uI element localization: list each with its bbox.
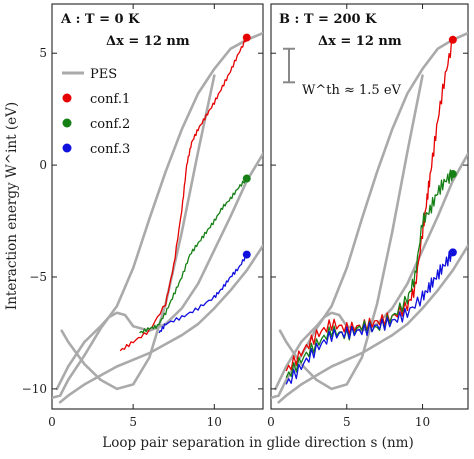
conf1-end-marker-panel-a bbox=[242, 33, 251, 42]
conf3-end-marker-panel-b bbox=[448, 248, 457, 257]
conf3-trajectory-panel-a bbox=[158, 254, 248, 334]
x-tick-label-2-panel-a: 10 bbox=[207, 415, 222, 429]
legend-label-conf3: conf.3 bbox=[90, 142, 130, 157]
x-axis-label: Loop pair separation in glide direction … bbox=[102, 435, 413, 451]
conf2-trajectory-panel-a bbox=[139, 177, 248, 334]
conf2-trajectory-panel-b bbox=[285, 169, 454, 378]
conf2-end-marker-panel-b bbox=[448, 170, 457, 179]
y-axis-label: Interaction energy W^int (eV) bbox=[4, 102, 20, 310]
legend-label-conf2: conf.2 bbox=[90, 117, 130, 132]
panel-a-plot-area bbox=[52, 31, 263, 404]
y-tick-label-2: −5 bbox=[29, 270, 47, 284]
pes-curve-4-panel-a bbox=[60, 74, 216, 391]
panel-b: B : T = 200 K Δx = 12 nm W^th ≈ 1.5 eV 0… bbox=[267, 3, 469, 429]
panel-a: A : T = 0 K Δx = 12 nm 0 5 10 5 0 −5 −10 bbox=[22, 3, 264, 429]
panel-b-frame bbox=[270, 3, 469, 410]
y-tick-label-3: −10 bbox=[22, 382, 47, 396]
conf3-end-marker-panel-a bbox=[242, 250, 251, 259]
pes-curve-1-panel-a bbox=[52, 31, 263, 400]
legend-swatch-conf2 bbox=[62, 118, 72, 128]
threshold-bar bbox=[283, 47, 295, 84]
x-tick-label-1-panel-b: 5 bbox=[343, 415, 351, 429]
panel-b-plot-area bbox=[271, 31, 468, 404]
conf1-trajectory-panel-b bbox=[285, 38, 453, 372]
panel-a-frame bbox=[51, 3, 264, 410]
legend: PES conf.1 conf.2 conf.3 bbox=[62, 67, 130, 157]
conf2-end-marker-panel-a bbox=[242, 174, 251, 183]
x-tick-label-2-panel-b: 10 bbox=[415, 415, 430, 429]
panel-b-title: B : T = 200 K bbox=[279, 12, 377, 27]
conf1-trajectory-panel-a bbox=[119, 37, 248, 352]
panel-a-title: A : T = 0 K bbox=[60, 12, 140, 27]
panel-b-subtitle: Δx = 12 nm bbox=[318, 34, 402, 49]
pes-curve-3-panel-a bbox=[58, 244, 263, 404]
pes-curve-1-panel-b bbox=[271, 31, 468, 400]
y-tick-label-0: 5 bbox=[39, 46, 47, 60]
threshold-label: W^th ≈ 1.5 eV bbox=[302, 83, 402, 98]
legend-label-conf1: conf.1 bbox=[90, 92, 130, 107]
x-tick-label-0-panel-a: 0 bbox=[48, 415, 56, 429]
x-tick-label-0-panel-b: 0 bbox=[267, 415, 275, 429]
legend-swatch-conf3 bbox=[62, 143, 72, 153]
panel-a-subtitle: Δx = 12 nm bbox=[106, 34, 190, 49]
x-tick-label-1-panel-a: 5 bbox=[129, 415, 137, 429]
pes-curve-2-panel-a bbox=[55, 152, 263, 391]
pes-curve-3-panel-b bbox=[277, 244, 468, 404]
pes-curve-2-panel-b bbox=[274, 152, 468, 391]
conf3-trajectory-panel-b bbox=[285, 250, 454, 385]
conf1-end-marker-panel-b bbox=[448, 35, 457, 44]
legend-label-pes: PES bbox=[90, 67, 117, 82]
pes-curve-4-panel-b bbox=[278, 74, 424, 391]
legend-swatch-conf1 bbox=[62, 93, 72, 103]
y-tick-label-1: 0 bbox=[39, 158, 47, 172]
